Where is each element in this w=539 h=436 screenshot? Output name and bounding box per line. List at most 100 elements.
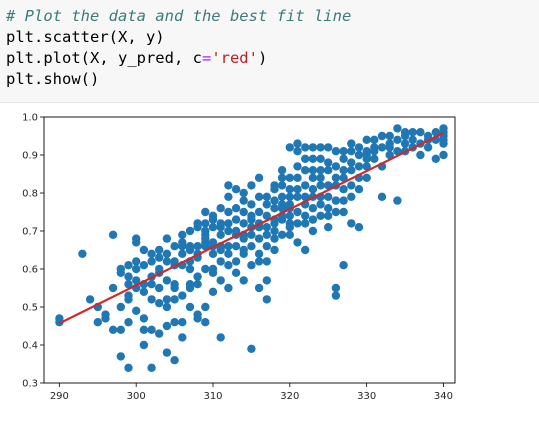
scatter-point <box>163 303 171 311</box>
scatter-point <box>347 147 355 155</box>
code-cell[interactable]: # Plot the data and the best fit line pl… <box>0 0 539 103</box>
scatter-point <box>309 215 317 223</box>
scatter-point <box>370 136 378 144</box>
scatter-point <box>140 326 148 334</box>
scatter-point <box>293 147 301 155</box>
scatter-point <box>155 299 163 307</box>
scatter-point <box>309 166 317 174</box>
scatter-point <box>370 155 378 163</box>
scatter-point <box>224 193 232 201</box>
scatter-point <box>209 250 217 258</box>
scatter-point <box>286 174 294 182</box>
scatter-point <box>178 231 186 239</box>
scatter-point <box>224 208 232 216</box>
scatter-point <box>286 231 294 239</box>
scatter-point <box>124 364 132 372</box>
scatter-point <box>224 261 232 269</box>
scatter-point <box>170 318 178 326</box>
scatter-point <box>255 193 263 201</box>
scatter-point <box>332 208 340 216</box>
x-tick-label: 310 <box>203 391 222 402</box>
scatter-point <box>309 204 317 212</box>
scatter-point <box>155 329 163 337</box>
scatter-point <box>316 200 324 208</box>
scatter-point <box>132 307 140 315</box>
scatter-point <box>209 265 217 273</box>
scatter-point <box>255 208 263 216</box>
code-plot-call: plt.plot(X, y_pred, c <box>6 49 202 67</box>
scatter-point <box>370 147 378 155</box>
scatter-point <box>355 223 363 231</box>
scatter-point <box>186 227 194 235</box>
scatter-point <box>247 181 255 189</box>
scatter-point <box>347 181 355 189</box>
scatter-point <box>301 246 309 254</box>
scatter-point <box>232 204 240 212</box>
scatter-point <box>109 326 117 334</box>
scatter-point <box>163 234 171 242</box>
scatter-point <box>309 155 317 163</box>
scatter-point <box>324 223 332 231</box>
scatter-point <box>94 318 102 326</box>
scatter-point <box>240 219 248 227</box>
scatter-point <box>217 257 225 265</box>
scatter-point <box>178 250 186 258</box>
scatter-point <box>363 151 371 159</box>
scatter-point <box>393 124 401 132</box>
scatter-point <box>278 231 286 239</box>
scatter-point <box>247 261 255 269</box>
scatter-point <box>147 257 155 265</box>
scatter-point <box>201 219 209 227</box>
x-tick-label: 290 <box>50 391 69 402</box>
scatter-point <box>163 348 171 356</box>
scatter-point <box>309 143 317 151</box>
code-line-plot: plt.plot(X, y_pred, c='red') <box>6 48 267 68</box>
best-fit-line <box>59 133 443 323</box>
scatter-point <box>332 196 340 204</box>
scatter-point <box>301 219 309 227</box>
scatter-point <box>255 284 263 292</box>
y-tick-label: 1.0 <box>22 113 38 124</box>
scatter-point <box>301 155 309 163</box>
scatter-point <box>339 185 347 193</box>
scatter-point <box>332 291 340 299</box>
scatter-point <box>278 181 286 189</box>
scatter-point <box>232 185 240 193</box>
scatter-point <box>263 276 271 284</box>
scatter-point <box>347 166 355 174</box>
scatter-point <box>293 139 301 147</box>
scatter-plot: 290 300 310 320 330 340 0.3 0.4 0.5 0.6 0.7 0.8 0.9 1… <box>0 103 539 436</box>
code-string-red: 'red' <box>211 49 258 67</box>
scatter-point <box>232 215 240 223</box>
scatter-point <box>140 246 148 254</box>
scatter-point <box>170 280 178 288</box>
scatter-point <box>263 200 271 208</box>
scatter-point <box>293 174 301 182</box>
scatter-point <box>155 253 163 261</box>
scatter-point <box>155 284 163 292</box>
y-tick-label: 0.5 <box>22 303 38 314</box>
scatter-point <box>124 291 132 299</box>
scatter-point <box>201 303 209 311</box>
scatter-point <box>378 143 386 151</box>
scatter-point <box>101 310 109 318</box>
scatter-point <box>247 242 255 250</box>
scatter-point <box>132 265 140 273</box>
scatter-point <box>209 223 217 231</box>
scatter-point <box>301 181 309 189</box>
scatter-point <box>432 155 440 163</box>
scatter-point <box>170 356 178 364</box>
scatter-point <box>186 246 194 254</box>
scatter-point <box>217 276 225 284</box>
scatter-point <box>293 193 301 201</box>
scatter-point <box>363 174 371 182</box>
scatter-point <box>224 250 232 258</box>
scatter-point <box>309 185 317 193</box>
scatter-point <box>117 303 125 311</box>
scatter-point <box>124 261 132 269</box>
scatter-point <box>286 212 294 220</box>
scatter-point <box>347 158 355 166</box>
scatter-point <box>247 231 255 239</box>
scatter-point <box>170 295 178 303</box>
scatter-point <box>270 227 278 235</box>
